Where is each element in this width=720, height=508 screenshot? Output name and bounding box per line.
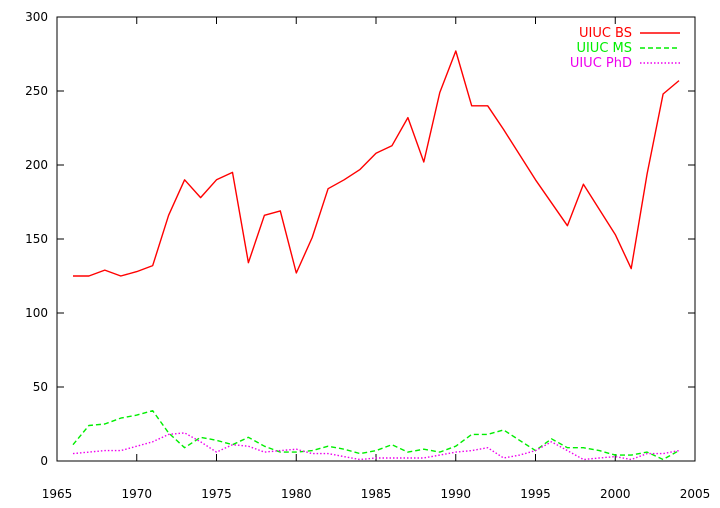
legend-label: UIUC PhD <box>570 56 632 71</box>
y-tick-label: 50 <box>33 380 48 394</box>
y-axis-ticks: 0 50 100 150 200 250 300 <box>25 10 695 468</box>
x-tick-label: 1980 <box>281 487 312 501</box>
x-tick-label: 1970 <box>121 487 152 501</box>
legend-label: UIUC MS <box>576 41 632 56</box>
x-axis-ticks: 1965 1970 1975 1980 1985 1990 1995 2000 2005 <box>42 17 711 501</box>
x-tick-label: 1990 <box>440 487 471 501</box>
y-tick-label: 100 <box>25 306 48 320</box>
y-tick-label: 200 <box>25 158 48 172</box>
legend-label: UIUC BS <box>579 26 632 41</box>
series-line-uiuc-ms <box>72 410 680 461</box>
y-tick-label: 0 <box>40 454 48 468</box>
y-tick-label: 300 <box>25 10 48 24</box>
x-tick-label: 2000 <box>600 487 631 501</box>
y-tick-label: 150 <box>25 232 48 246</box>
series-line-uiuc-phd <box>72 432 680 461</box>
x-tick-label: 1985 <box>361 487 392 501</box>
x-tick-label: 1995 <box>520 487 551 501</box>
y-tick-label: 250 <box>25 84 48 98</box>
plot-frame <box>56 16 696 462</box>
series-lines <box>72 50 680 461</box>
x-tick-label: 1965 <box>42 487 73 501</box>
x-tick-label: 1975 <box>201 487 232 501</box>
series-line-uiuc-bs <box>73 50 680 277</box>
x-tick-label: 2005 <box>680 487 711 501</box>
